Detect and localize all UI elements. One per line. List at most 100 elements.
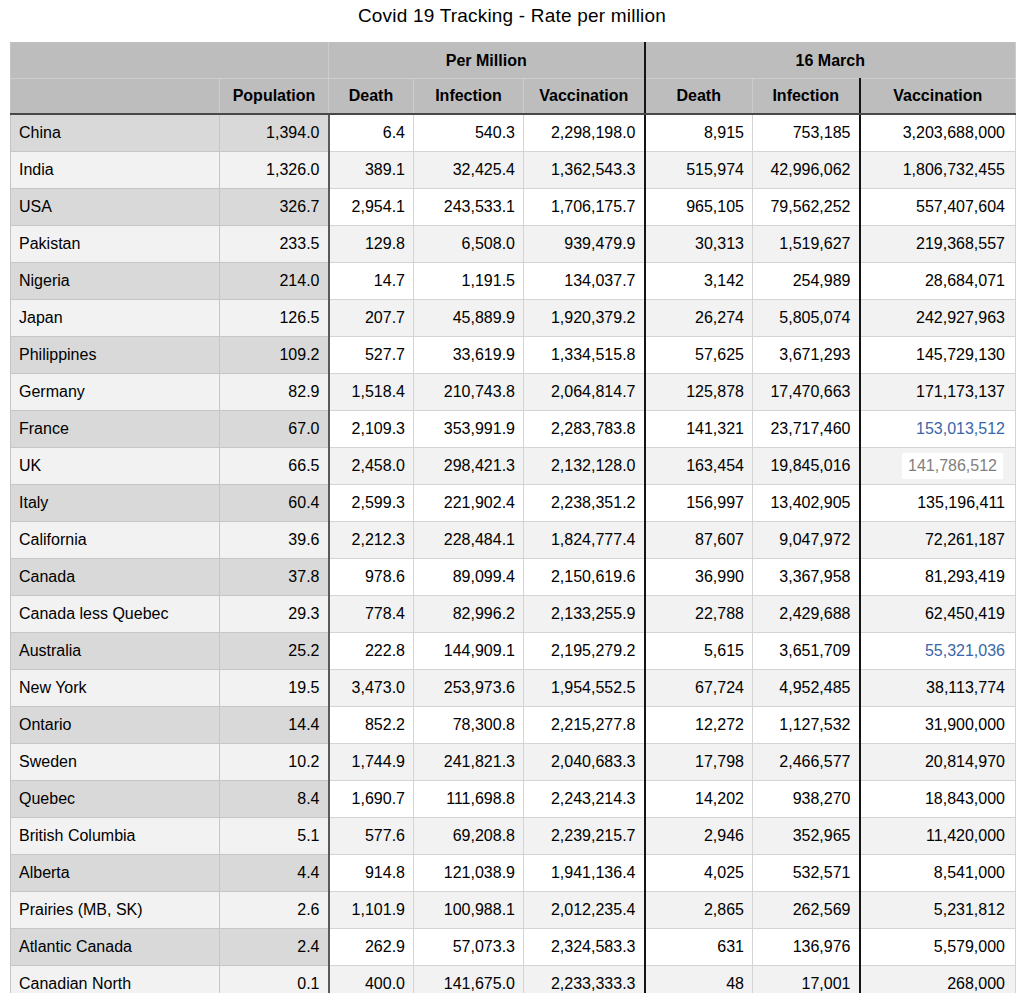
cell-death-per-million[interactable]: 778.4 bbox=[329, 595, 414, 632]
cell-death-16march[interactable]: 2,865 bbox=[645, 891, 753, 928]
cell-population[interactable]: 5.1 bbox=[220, 817, 329, 854]
cell-death-16march[interactable]: 141,321 bbox=[645, 410, 753, 447]
cell-death-16march[interactable]: 14,202 bbox=[645, 780, 753, 817]
cell-infection-per-million[interactable]: 221,902.4 bbox=[414, 484, 524, 521]
cell-region-name[interactable]: Canadian North bbox=[11, 965, 220, 993]
cell-region-name[interactable]: China bbox=[11, 114, 220, 152]
cell-population[interactable]: 10.2 bbox=[220, 743, 329, 780]
cell-infection-per-million[interactable]: 253,973.6 bbox=[414, 669, 524, 706]
cell-death-per-million[interactable]: 3,473.0 bbox=[329, 669, 414, 706]
cell-population[interactable]: 326.7 bbox=[220, 188, 329, 225]
cell-region-name[interactable]: Prairies (MB, SK) bbox=[11, 891, 220, 928]
cell-population[interactable]: 109.2 bbox=[220, 336, 329, 373]
cell-death-per-million[interactable]: 577.6 bbox=[329, 817, 414, 854]
cell-population[interactable]: 25.2 bbox=[220, 632, 329, 669]
cell-population[interactable]: 1,326.0 bbox=[220, 151, 329, 188]
cell-infection-per-million[interactable]: 100,988.1 bbox=[414, 891, 524, 928]
cell-infection-16march[interactable]: 23,717,460 bbox=[753, 410, 860, 447]
column-header-infection-per-million[interactable]: Infection bbox=[414, 79, 524, 114]
cell-death-16march[interactable]: 30,313 bbox=[645, 225, 753, 262]
cell-infection-16march[interactable]: 254,989 bbox=[753, 262, 860, 299]
cell-population[interactable]: 2.4 bbox=[220, 928, 329, 965]
cell-infection-16march[interactable]: 19,845,016 bbox=[753, 447, 860, 484]
cell-vaccination-16march[interactable]: 55,321,036 bbox=[860, 632, 1016, 669]
cell-vaccination-16march[interactable]: 557,407,604 bbox=[860, 188, 1016, 225]
cell-infection-16march[interactable]: 1,127,532 bbox=[753, 706, 860, 743]
cell-vaccination-16march[interactable]: 153,013,512 bbox=[860, 410, 1016, 447]
cell-vaccination-16march[interactable]: 145,729,130 bbox=[860, 336, 1016, 373]
cell-infection-per-million[interactable]: 228,484.1 bbox=[414, 521, 524, 558]
cell-vaccination-per-million[interactable]: 2,298,198.0 bbox=[524, 114, 645, 152]
cell-death-per-million[interactable]: 2,212.3 bbox=[329, 521, 414, 558]
cell-infection-16march[interactable]: 17,470,663 bbox=[753, 373, 860, 410]
column-header-death-16march[interactable]: Death bbox=[645, 79, 753, 114]
cell-infection-16march[interactable]: 3,367,958 bbox=[753, 558, 860, 595]
cell-death-16march[interactable]: 22,788 bbox=[645, 595, 753, 632]
cell-region-name[interactable]: Alberta bbox=[11, 854, 220, 891]
cell-region-name[interactable]: UK bbox=[11, 447, 220, 484]
cell-population[interactable]: 67.0 bbox=[220, 410, 329, 447]
cell-region-name[interactable]: Nigeria bbox=[11, 262, 220, 299]
cell-population[interactable]: 0.1 bbox=[220, 965, 329, 993]
cell-infection-16march[interactable]: 42,996,062 bbox=[753, 151, 860, 188]
cell-infection-per-million[interactable]: 121,038.9 bbox=[414, 854, 524, 891]
cell-infection-16march[interactable]: 17,001 bbox=[753, 965, 860, 993]
cell-vaccination-per-million[interactable]: 2,064,814.7 bbox=[524, 373, 645, 410]
cell-death-per-million[interactable]: 1,744.9 bbox=[329, 743, 414, 780]
cell-population[interactable]: 214.0 bbox=[220, 262, 329, 299]
cell-infection-per-million[interactable]: 82,996.2 bbox=[414, 595, 524, 632]
cell-death-16march[interactable]: 48 bbox=[645, 965, 753, 993]
cell-region-name[interactable]: Philippines bbox=[11, 336, 220, 373]
cell-region-name[interactable]: Pakistan bbox=[11, 225, 220, 262]
column-header-vaccination-per-million[interactable]: Vaccination bbox=[524, 79, 645, 114]
cell-death-16march[interactable]: 163,454 bbox=[645, 447, 753, 484]
group-header-per-million[interactable]: Per Million bbox=[329, 43, 645, 79]
cell-vaccination-per-million[interactable]: 939,479.9 bbox=[524, 225, 645, 262]
cell-infection-16march[interactable]: 753,185 bbox=[753, 114, 860, 152]
cell-death-per-million[interactable]: 1,101.9 bbox=[329, 891, 414, 928]
cell-vaccination-per-million[interactable]: 2,132,128.0 bbox=[524, 447, 645, 484]
cell-infection-per-million[interactable]: 241,821.3 bbox=[414, 743, 524, 780]
cell-population[interactable]: 4.4 bbox=[220, 854, 329, 891]
cell-vaccination-per-million[interactable]: 2,150,619.6 bbox=[524, 558, 645, 595]
cell-death-16march[interactable]: 87,607 bbox=[645, 521, 753, 558]
cell-death-16march[interactable]: 156,997 bbox=[645, 484, 753, 521]
cell-region-name[interactable]: Quebec bbox=[11, 780, 220, 817]
cell-vaccination-16march[interactable]: 5,579,000 bbox=[860, 928, 1016, 965]
cell-death-16march[interactable]: 3,142 bbox=[645, 262, 753, 299]
cell-infection-per-million[interactable]: 1,191.5 bbox=[414, 262, 524, 299]
cell-population[interactable]: 19.5 bbox=[220, 669, 329, 706]
column-header-population[interactable]: Population bbox=[220, 79, 329, 114]
column-header-vaccination-16march[interactable]: Vaccination bbox=[860, 79, 1016, 114]
cell-death-per-million[interactable]: 400.0 bbox=[329, 965, 414, 993]
cell-infection-per-million[interactable]: 144,909.1 bbox=[414, 632, 524, 669]
cell-death-per-million[interactable]: 262.9 bbox=[329, 928, 414, 965]
cell-population[interactable]: 8.4 bbox=[220, 780, 329, 817]
cell-vaccination-per-million[interactable]: 134,037.7 bbox=[524, 262, 645, 299]
cell-vaccination-16march[interactable]: 28,684,071 bbox=[860, 262, 1016, 299]
cell-vaccination-16march[interactable]: 5,231,812 bbox=[860, 891, 1016, 928]
cell-population[interactable]: 233.5 bbox=[220, 225, 329, 262]
cell-vaccination-per-million[interactable]: 2,243,214.3 bbox=[524, 780, 645, 817]
cell-death-per-million[interactable]: 2,109.3 bbox=[329, 410, 414, 447]
cell-death-16march[interactable]: 125,878 bbox=[645, 373, 753, 410]
cell-vaccination-per-million[interactable]: 2,239,215.7 bbox=[524, 817, 645, 854]
cell-vaccination-16march[interactable]: 171,173,137 bbox=[860, 373, 1016, 410]
cell-death-16march[interactable]: 36,990 bbox=[645, 558, 753, 595]
cell-vaccination-16march[interactable]: 1,806,732,455 bbox=[860, 151, 1016, 188]
cell-infection-per-million[interactable]: 353,991.9 bbox=[414, 410, 524, 447]
cell-infection-16march[interactable]: 4,952,485 bbox=[753, 669, 860, 706]
column-header-death-per-million[interactable]: Death bbox=[329, 79, 414, 114]
cell-region-name[interactable]: USA bbox=[11, 188, 220, 225]
cell-vaccination-16march[interactable]: 8,541,000 bbox=[860, 854, 1016, 891]
cell-infection-16march[interactable]: 136,976 bbox=[753, 928, 860, 965]
cell-vaccination-per-million[interactable]: 2,324,583.3 bbox=[524, 928, 645, 965]
cell-death-per-million[interactable]: 14.7 bbox=[329, 262, 414, 299]
cell-vaccination-16march[interactable]: 31,900,000 bbox=[860, 706, 1016, 743]
cell-vaccination-16march[interactable]: 268,000 bbox=[860, 965, 1016, 993]
cell-infection-per-million[interactable]: 141,675.0 bbox=[414, 965, 524, 993]
cell-death-16march[interactable]: 26,274 bbox=[645, 299, 753, 336]
cell-population[interactable]: 29.3 bbox=[220, 595, 329, 632]
cell-infection-per-million[interactable]: 89,099.4 bbox=[414, 558, 524, 595]
cell-death-16march[interactable]: 8,915 bbox=[645, 114, 753, 152]
